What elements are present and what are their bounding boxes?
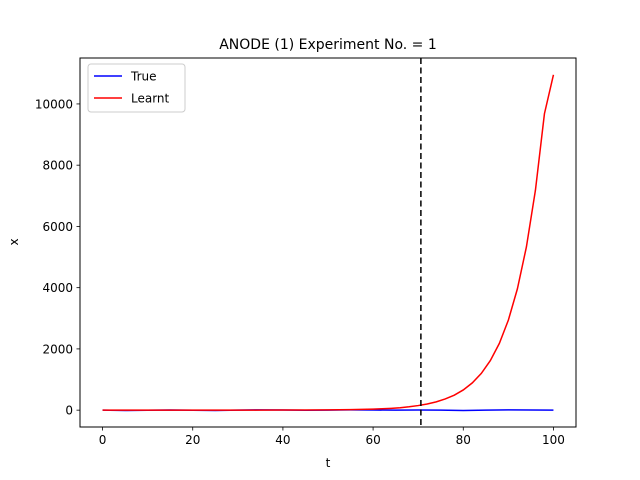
legend-label-true: True [130,70,157,84]
x-axis-label: t [326,456,331,470]
x-tick-label: 40 [275,433,290,447]
y-tick-label: 8000 [42,159,73,173]
x-tick-label: 100 [542,433,565,447]
y-axis-label: x [7,238,21,245]
y-tick-label: 4000 [42,281,73,295]
legend-label-learnt: Learnt [131,92,170,106]
plot-frame [79,57,577,428]
chart-title: ANODE (1) Experiment No. = 1 [219,37,437,53]
x-tick-label: 20 [185,433,200,447]
x-tick-label: 60 [365,433,380,447]
y-tick-label: 2000 [42,342,73,356]
x-tick-label: 80 [456,433,471,447]
legend: True Learnt [87,63,186,113]
plot-area [102,58,555,427]
y-tick-label: 0 [65,404,73,418]
x-tick-label: 0 [99,433,107,447]
series-line-learnt [102,74,555,411]
y-tick-label: 6000 [42,220,73,234]
y-tick-label: 10000 [35,97,73,111]
axes: 0 20 40 60 80 100 0 2000 4000 6000 8000 10000 [35,97,565,447]
